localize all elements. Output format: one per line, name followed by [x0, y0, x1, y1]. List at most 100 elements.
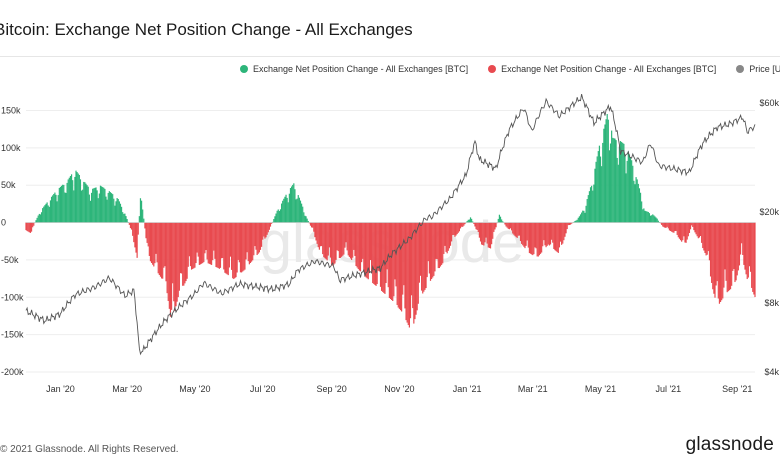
- flow-bar: [383, 222, 385, 293]
- flow-bar: [239, 222, 242, 273]
- flow-bar: [423, 222, 425, 292]
- flow-bar: [184, 222, 186, 284]
- flow-bar: [435, 222, 437, 259]
- flow-bar: [326, 222, 328, 261]
- flow-bar: [49, 200, 52, 223]
- flow-bar: [752, 222, 754, 292]
- flow-bar: [729, 222, 732, 290]
- flow-bar: [137, 222, 139, 235]
- flow-bar: [282, 200, 284, 223]
- flow-bar: [280, 203, 283, 223]
- flow-bar: [376, 222, 378, 285]
- flow-bar: [409, 222, 412, 319]
- legend-positive-dot-icon: [240, 65, 248, 73]
- flow-bar: [701, 222, 703, 243]
- flow-bar: [736, 222, 738, 276]
- flow-bar: [270, 222, 273, 224]
- flow-bar: [438, 222, 440, 269]
- flow-bar: [694, 222, 696, 233]
- flow-bar: [358, 222, 360, 271]
- flow-bar: [559, 222, 562, 242]
- flow-bar: [337, 222, 339, 252]
- x-tick-label: Jul '21: [655, 384, 681, 394]
- flow-bar: [343, 222, 345, 255]
- flow-bar: [408, 222, 410, 328]
- flow-bar: [308, 222, 310, 224]
- flow-bar: [144, 222, 146, 229]
- flow-bar: [69, 176, 72, 223]
- flow-bar: [338, 222, 340, 259]
- flow-bar: [688, 222, 691, 234]
- flow-bar: [323, 222, 325, 258]
- flow-bar: [28, 222, 30, 233]
- flow-bar: [76, 172, 78, 223]
- flow-bar: [589, 187, 592, 223]
- flow-bar: [116, 198, 118, 223]
- flow-bar: [368, 222, 370, 273]
- flow-bar: [522, 222, 524, 246]
- flow-bar: [203, 222, 205, 263]
- flow-bar: [747, 222, 749, 278]
- flow-bar: [257, 222, 259, 254]
- flow-bar: [425, 222, 427, 289]
- legend-item-price[interactable]: Price [USD]: [736, 64, 780, 74]
- flow-bar: [531, 222, 533, 255]
- flow-bar: [42, 208, 44, 223]
- flow-bar: [365, 222, 367, 278]
- flow-bar: [114, 205, 116, 223]
- flow-bar: [74, 176, 76, 223]
- flow-bar: [269, 222, 272, 227]
- flow-bar: [536, 222, 538, 257]
- flow-bar: [213, 222, 215, 251]
- flow-bar: [625, 173, 627, 223]
- flow-bar: [85, 183, 87, 223]
- flow-bar: [346, 222, 348, 251]
- flow-bar: [44, 205, 46, 223]
- flow-bar: [105, 196, 107, 223]
- flow-bar: [99, 185, 102, 223]
- legend-item-positive[interactable]: Exchange Net Position Change - All Excha…: [240, 64, 468, 74]
- flow-bar: [486, 222, 488, 244]
- flow-bar: [656, 218, 658, 223]
- legend-item-negative[interactable]: Exchange Net Position Change - All Excha…: [488, 64, 716, 74]
- flow-bar: [371, 222, 373, 273]
- flow-bar: [274, 216, 276, 223]
- flow-bar: [628, 154, 631, 223]
- flow-bar: [735, 222, 737, 281]
- flow-bar: [502, 221, 504, 223]
- flow-bar: [27, 222, 29, 232]
- flow-bar: [427, 222, 429, 262]
- flow-bar: [36, 217, 38, 223]
- flow-bar: [707, 222, 709, 252]
- flow-bar: [227, 222, 229, 276]
- flow-bar: [258, 222, 260, 253]
- flow-bar: [293, 183, 295, 223]
- flow-bar: [603, 128, 605, 223]
- flow-bar: [742, 222, 744, 255]
- price-line[interactable]: [25, 93, 756, 356]
- flow-bar: [515, 222, 517, 238]
- flow-bar: [305, 216, 307, 223]
- flow-bar: [459, 222, 462, 229]
- flow-bar: [29, 222, 32, 233]
- flow-bar: [47, 205, 49, 223]
- title-divider: [0, 56, 780, 57]
- flow-bar: [115, 201, 117, 223]
- flow-bar: [200, 222, 203, 264]
- flow-bar: [347, 222, 349, 256]
- flow-bar: [100, 186, 103, 223]
- flow-bar: [404, 222, 406, 309]
- flow-bar: [246, 222, 248, 253]
- flow-bar: [62, 184, 64, 223]
- flow-bar: [579, 214, 582, 223]
- flow-bar: [506, 222, 508, 228]
- flow-bar: [444, 222, 446, 246]
- flow-bar: [715, 222, 717, 286]
- flow-bar: [653, 215, 655, 223]
- flow-bar: [89, 200, 92, 223]
- flow-bar: [361, 222, 363, 263]
- flow-bar: [513, 222, 515, 235]
- flow-bar: [451, 222, 453, 242]
- flow-bar: [186, 222, 188, 279]
